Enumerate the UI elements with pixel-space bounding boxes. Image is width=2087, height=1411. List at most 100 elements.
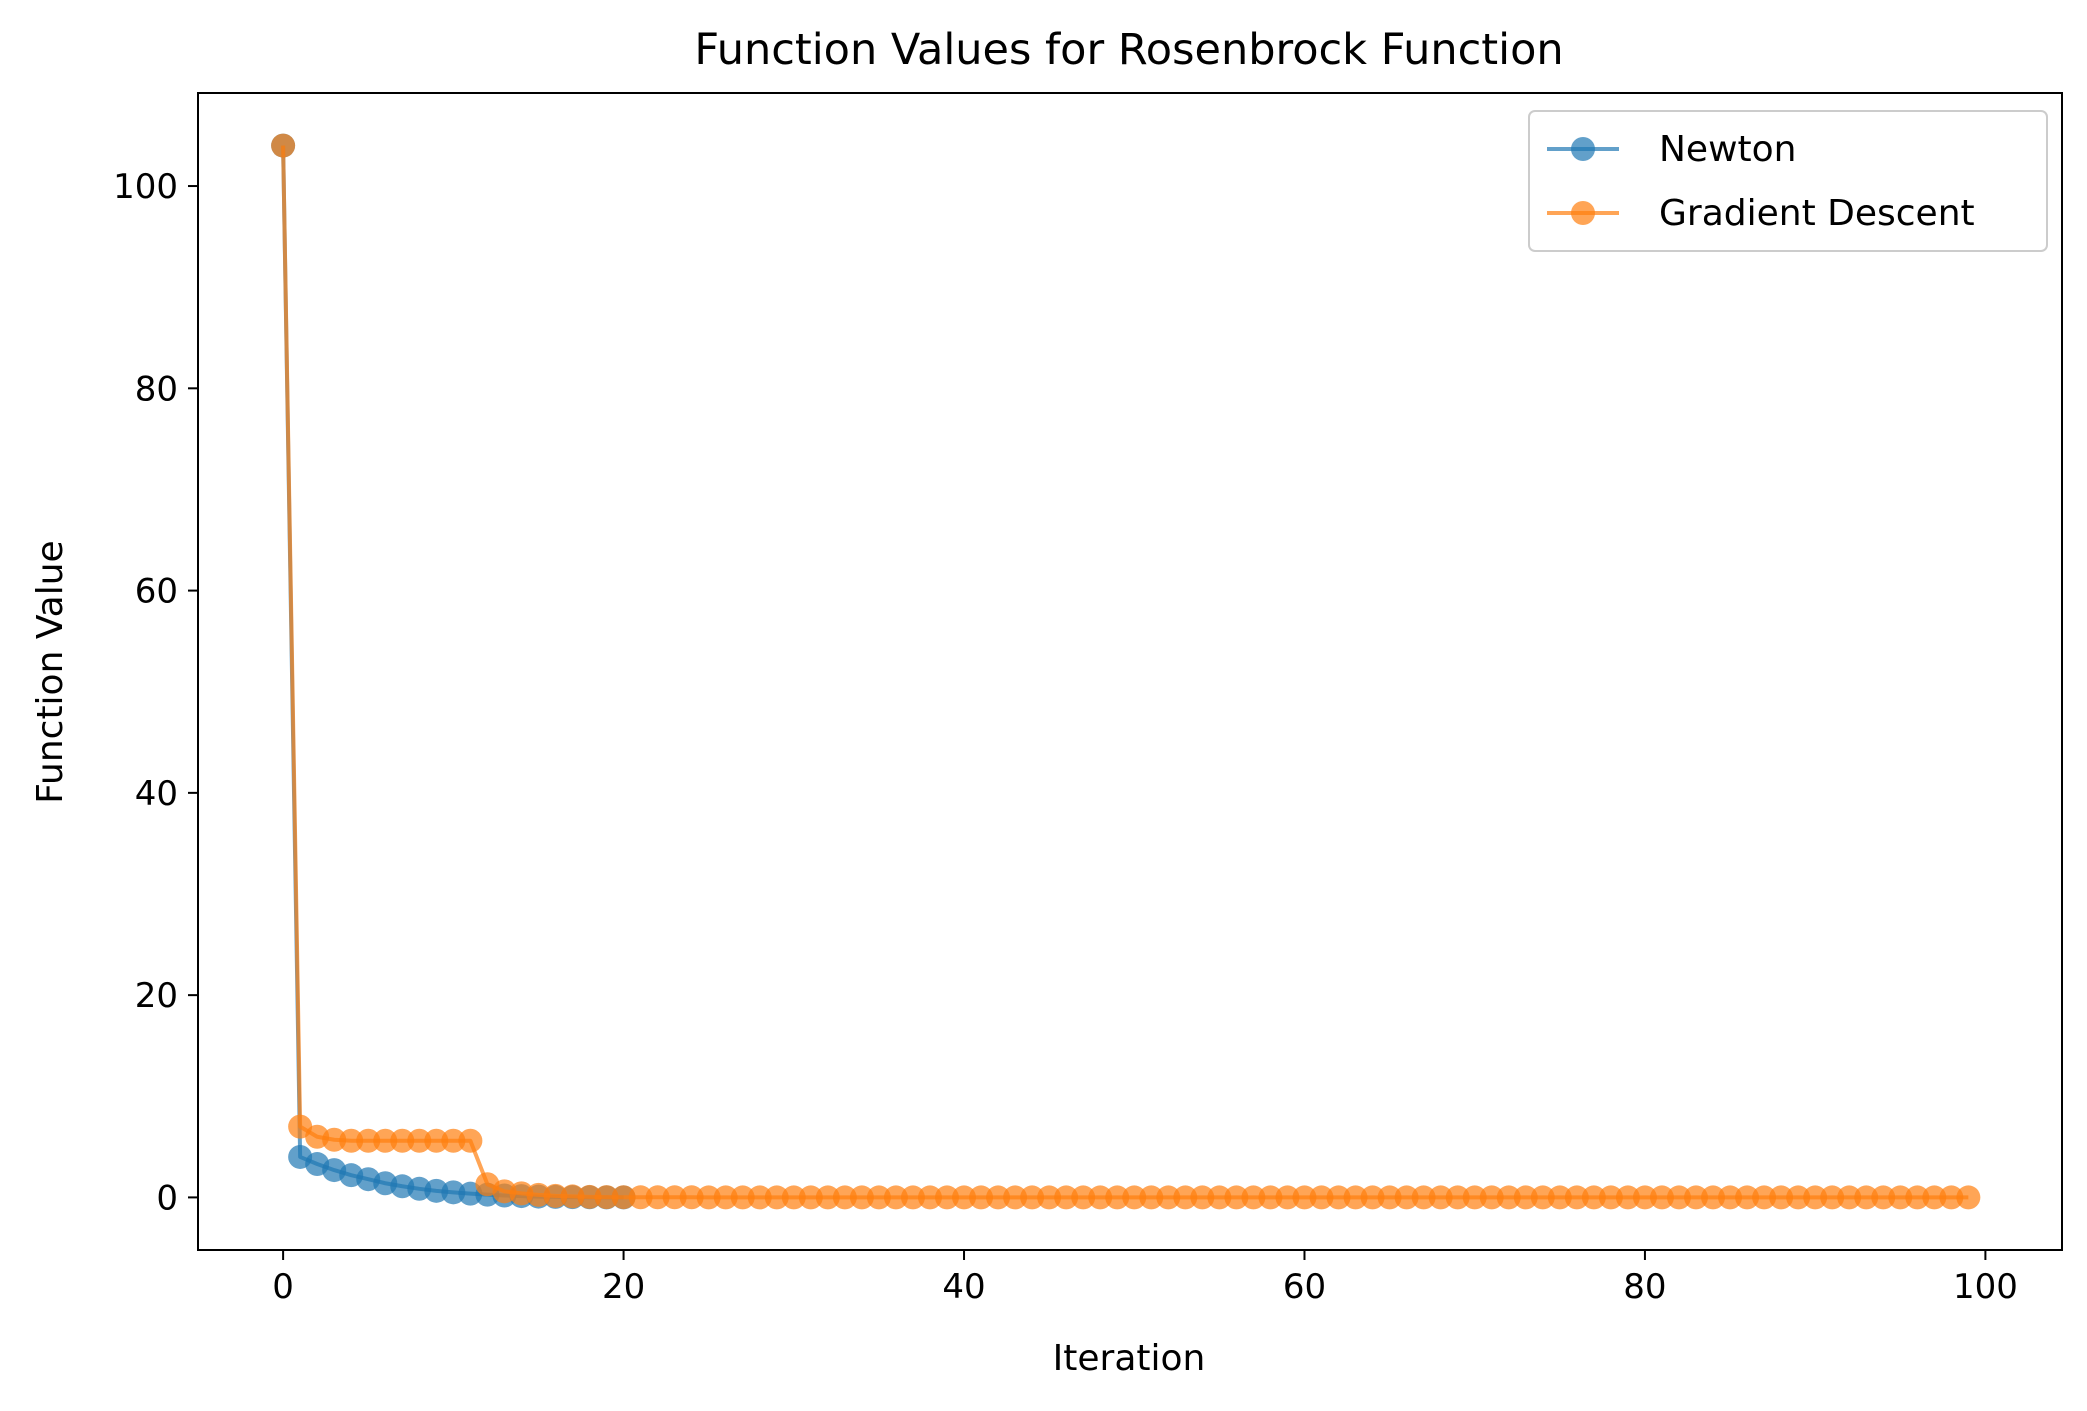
- data-point-gradient-descent: [543, 1183, 568, 1208]
- chart-title: Function Values for Rosenbrock Function: [694, 25, 1563, 75]
- data-point-gradient-descent: [1769, 1185, 1794, 1210]
- x-tick-label: 100: [1953, 1267, 2018, 1307]
- data-point-gradient-descent: [1888, 1185, 1913, 1210]
- x-tick-label: 20: [602, 1267, 645, 1307]
- data-point-gradient-descent: [1003, 1185, 1028, 1210]
- data-point-gradient-descent: [1275, 1185, 1300, 1210]
- legend-marker: [1571, 137, 1595, 161]
- data-point-gradient-descent: [781, 1185, 806, 1210]
- data-point-gradient-descent: [1139, 1185, 1164, 1210]
- data-point-gradient-descent: [628, 1185, 653, 1210]
- axes: 0 20 40 60 80 100 0 20 40 60 80 100: [113, 92, 2063, 1307]
- data-point-gradient-descent: [560, 1184, 585, 1209]
- data-point-gradient-descent: [952, 1185, 977, 1210]
- data-point-gradient-descent: [696, 1185, 721, 1210]
- data-point-gradient-descent: [747, 1185, 772, 1210]
- data-point-gradient-descent: [1803, 1185, 1828, 1210]
- data-point-gradient-descent: [424, 1128, 449, 1153]
- legend-box: [1528, 110, 2048, 252]
- data-point-gradient-descent: [1411, 1185, 1436, 1210]
- plot-area: [271, 133, 1981, 1210]
- data-point-gradient-descent: [1343, 1185, 1368, 1210]
- data-point-gradient-descent: [1547, 1185, 1572, 1210]
- data-point-gradient-descent: [1871, 1185, 1896, 1210]
- y-tick-label: 20: [135, 976, 178, 1016]
- data-point-gradient-descent: [611, 1185, 636, 1210]
- data-point-gradient-descent: [1479, 1185, 1504, 1210]
- legend-entry-gradient-descent: Gradient Descent: [1547, 193, 1975, 234]
- data-point-gradient-descent: [1394, 1185, 1419, 1210]
- data-point-gradient-descent: [1530, 1185, 1555, 1210]
- data-point-gradient-descent: [390, 1128, 415, 1153]
- y-tick-label: 80: [135, 369, 178, 409]
- data-point-gradient-descent: [969, 1185, 994, 1210]
- data-point-gradient-descent: [1684, 1185, 1709, 1210]
- data-point-gradient-descent: [373, 1128, 398, 1153]
- data-point-gradient-descent: [1122, 1185, 1147, 1210]
- data-point-gradient-descent: [866, 1185, 891, 1210]
- data-point-gradient-descent: [1632, 1185, 1657, 1210]
- data-point-gradient-descent: [764, 1185, 789, 1210]
- data-point-gradient-descent: [322, 1127, 347, 1152]
- data-point-gradient-descent: [900, 1185, 925, 1210]
- data-point-gradient-descent: [832, 1185, 857, 1210]
- legend-label: Newton: [1659, 129, 1796, 170]
- y-tick-label: 40: [135, 774, 178, 814]
- data-point-gradient-descent: [1820, 1185, 1845, 1210]
- data-point-gradient-descent: [1496, 1185, 1521, 1210]
- data-point-gradient-descent: [339, 1128, 364, 1153]
- x-tick-label: 80: [1623, 1267, 1666, 1307]
- data-point-gradient-descent: [1207, 1185, 1232, 1210]
- data-point-gradient-descent: [594, 1185, 619, 1210]
- data-point-gradient-descent: [441, 1128, 466, 1153]
- data-point-gradient-descent: [1649, 1185, 1674, 1210]
- y-tick-label: 100: [113, 167, 178, 207]
- data-point-gradient-descent: [1718, 1185, 1743, 1210]
- data-point-gradient-descent: [1837, 1185, 1862, 1210]
- data-point-gradient-descent: [713, 1185, 738, 1210]
- data-point-gradient-descent: [1905, 1185, 1930, 1210]
- data-point-gradient-descent: [1462, 1185, 1487, 1210]
- data-point-gradient-descent: [1071, 1185, 1096, 1210]
- data-point-gradient-descent: [1445, 1185, 1470, 1210]
- data-point-gradient-descent: [458, 1128, 483, 1153]
- data-point-gradient-descent: [1105, 1185, 1130, 1210]
- legend-label: Gradient Descent: [1659, 193, 1975, 234]
- data-point-gradient-descent: [1701, 1185, 1726, 1210]
- data-point-gradient-descent: [271, 133, 296, 158]
- data-point-gradient-descent: [1309, 1185, 1334, 1210]
- data-point-gradient-descent: [526, 1182, 551, 1207]
- data-point-gradient-descent: [1854, 1185, 1879, 1210]
- data-point-gradient-descent: [1564, 1185, 1589, 1210]
- data-point-gradient-descent: [883, 1185, 908, 1210]
- axes-frame: [197, 92, 2063, 1251]
- data-point-gradient-descent: [1581, 1185, 1606, 1210]
- data-point-gradient-descent: [1735, 1185, 1760, 1210]
- x-tick-label: 40: [942, 1267, 985, 1307]
- data-point-gradient-descent: [1615, 1185, 1640, 1210]
- data-point-gradient-descent: [679, 1185, 704, 1210]
- data-point-gradient-descent: [935, 1185, 959, 1210]
- data-point-gradient-descent: [849, 1185, 874, 1210]
- data-point-gradient-descent: [407, 1128, 432, 1153]
- data-point-gradient-descent: [917, 1185, 942, 1210]
- data-point-gradient-descent: [1258, 1185, 1283, 1210]
- data-point-gradient-descent: [1088, 1185, 1113, 1210]
- data-point-gradient-descent: [1326, 1185, 1351, 1210]
- data-point-gradient-descent: [1786, 1185, 1811, 1210]
- data-point-gradient-descent: [577, 1184, 602, 1209]
- series-gradient-descent: [271, 133, 1981, 1210]
- data-point-gradient-descent: [662, 1185, 687, 1210]
- data-point-gradient-descent: [1428, 1185, 1453, 1210]
- data-point-gradient-descent: [1513, 1185, 1538, 1210]
- x-axis-label: Iteration: [1053, 1338, 1206, 1379]
- data-point-gradient-descent: [1156, 1185, 1181, 1210]
- data-point-gradient-descent: [730, 1185, 755, 1210]
- data-point-gradient-descent: [1173, 1185, 1198, 1210]
- data-point-gradient-descent: [1598, 1185, 1623, 1210]
- data-point-gradient-descent: [1922, 1185, 1947, 1210]
- data-point-gradient-descent: [1360, 1185, 1385, 1210]
- x-tick-label: 0: [272, 1267, 294, 1307]
